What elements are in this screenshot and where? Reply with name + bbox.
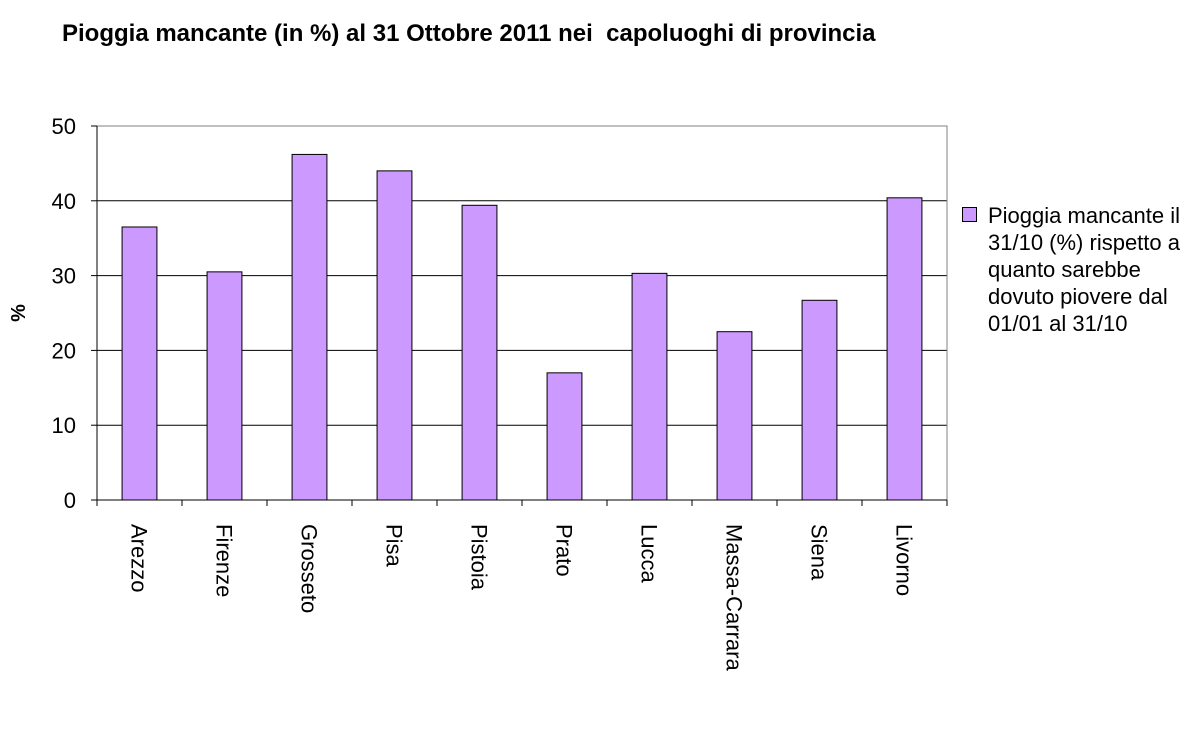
axes [91, 125, 948, 506]
x-tick-label: Pistoia [467, 524, 492, 591]
y-tick-label: 50 [52, 114, 76, 139]
chart-title: Pioggia mancante (in %) al 31 Ottobre 20… [62, 20, 876, 47]
bar-siena [801, 299, 838, 501]
bar-pistoia [461, 204, 498, 501]
bar-grosseto [291, 153, 328, 501]
bar-livorno [886, 197, 923, 501]
bar-massa-carrara [716, 331, 753, 501]
y-tick-label: 20 [52, 338, 76, 363]
y-axis-label: % [8, 304, 30, 322]
y-tick-label: 0 [64, 488, 76, 513]
y-tick-label: 10 [52, 413, 76, 438]
x-tick-label: Lucca [637, 524, 662, 583]
bar-firenze [206, 271, 243, 501]
x-tick-label: Massa-Carrara [722, 524, 747, 671]
tick-labels: 0 10 20 30 40 50 Arezzo Firenze Grosseto Pisa Pist… [52, 114, 917, 671]
x-tick-label: Livorno [892, 524, 917, 596]
bar-pisa [376, 170, 413, 501]
x-tick-label: Siena [807, 524, 832, 581]
bar-arezzo [121, 226, 158, 501]
x-tick-label: Pisa [382, 524, 407, 568]
x-tick-label: Arezzo [127, 524, 152, 592]
legend-swatch [962, 207, 977, 222]
x-tick-label: Grosseto [297, 524, 322, 613]
legend-label: Pioggia mancante il 31/10 (%) rispetto a… [988, 203, 1181, 336]
bar-lucca [631, 272, 668, 501]
x-tick-label: Firenze [212, 524, 237, 597]
y-tick-label: 40 [52, 189, 76, 214]
x-tick-label: Prato [552, 524, 577, 577]
bar-prato [546, 372, 583, 501]
bars [121, 153, 923, 501]
y-tick-label: 30 [52, 264, 76, 289]
